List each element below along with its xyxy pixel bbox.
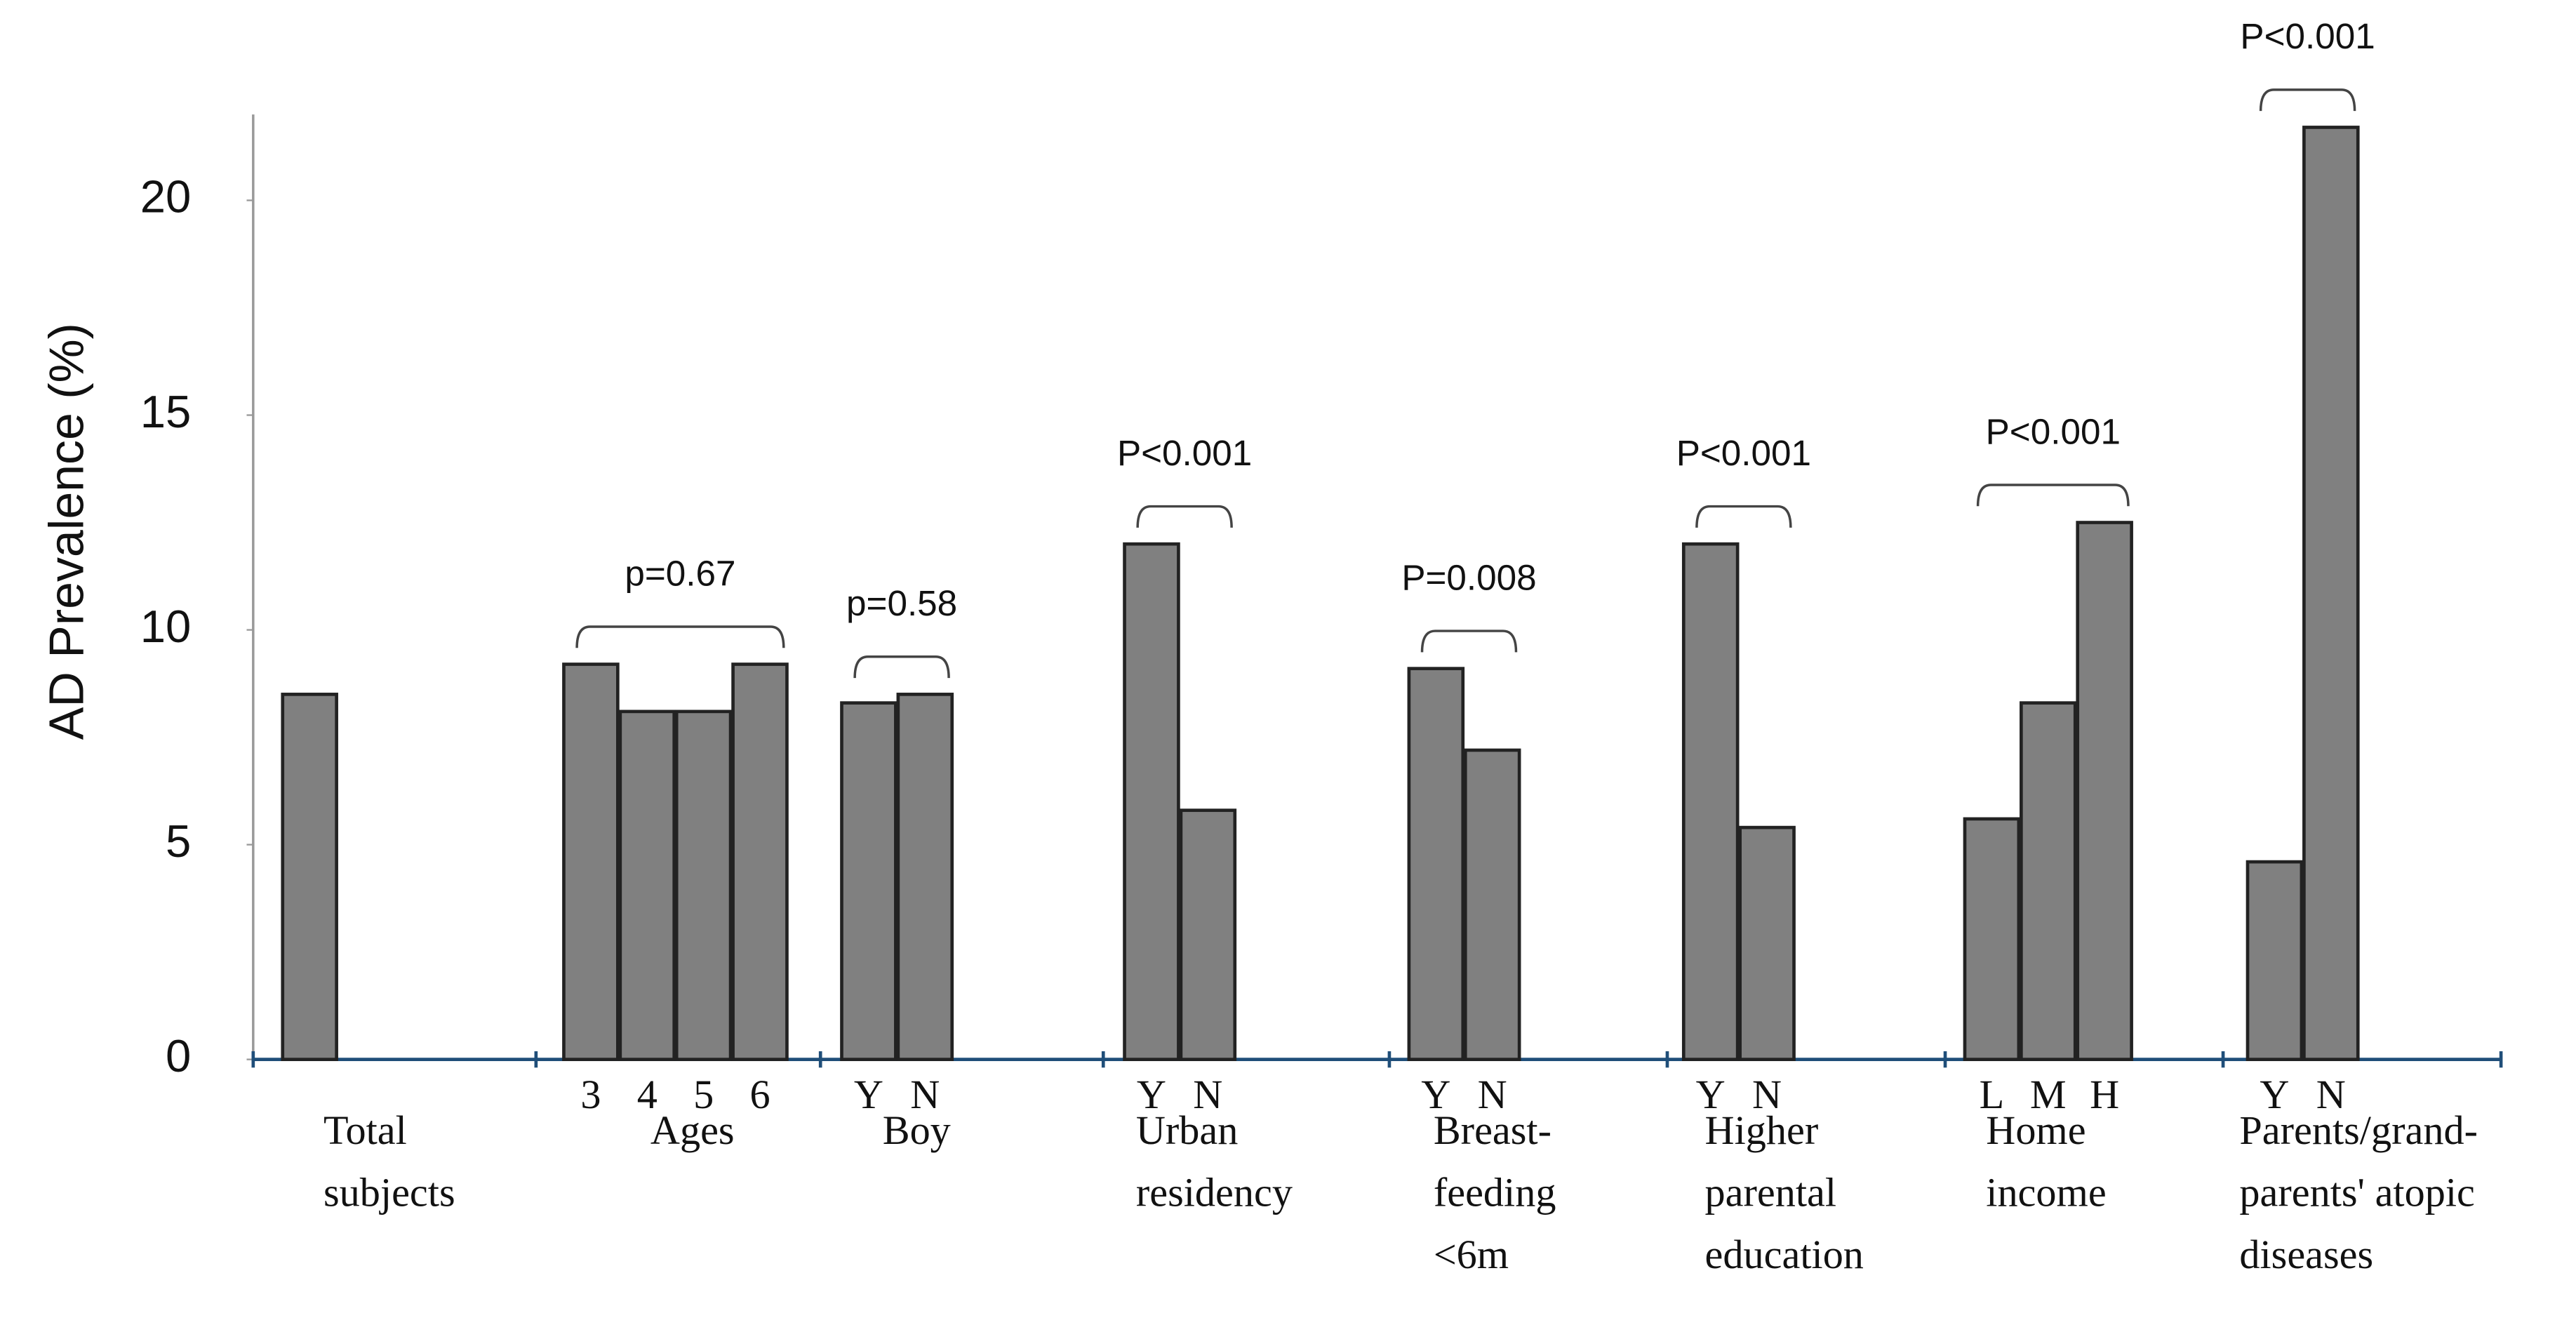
bar-label: N xyxy=(1478,1072,1507,1117)
bar xyxy=(1179,808,1237,1061)
bar-label: Y xyxy=(2260,1072,2289,1117)
y-tick-label: 5 xyxy=(166,815,191,867)
bar-label: 3 xyxy=(580,1072,601,1117)
bar-label: 6 xyxy=(749,1072,770,1117)
group-label: Breast- xyxy=(1434,1107,1551,1153)
group-label: income xyxy=(1986,1170,2106,1215)
group-label: feeding xyxy=(1434,1170,1556,1215)
bar-label: N xyxy=(1193,1072,1222,1117)
group-label: subjects xyxy=(323,1170,455,1215)
group-label: residency xyxy=(1136,1170,1293,1215)
bar-label: N xyxy=(2316,1072,2346,1117)
bar-label: N xyxy=(1752,1072,1782,1117)
group-label: Boy xyxy=(883,1107,951,1153)
bar xyxy=(2020,701,2077,1061)
bar-label: L xyxy=(1980,1072,2005,1117)
group-label: parents' atopic xyxy=(2239,1170,2475,1215)
bar xyxy=(1963,817,2021,1061)
p-value: P<0.001 xyxy=(2240,16,2375,56)
bar xyxy=(840,701,897,1061)
y-tick-label: 0 xyxy=(166,1030,191,1081)
group-label: Higher xyxy=(1705,1107,1819,1153)
p-value: P=0.008 xyxy=(1401,557,1536,597)
p-value: P<0.001 xyxy=(1676,433,1811,473)
p-value: P<0.001 xyxy=(1117,433,1252,473)
bar-label: Y xyxy=(1421,1072,1450,1117)
bar-label: 4 xyxy=(637,1072,658,1117)
p-value: p=0.58 xyxy=(846,583,957,623)
bar-label: H xyxy=(2090,1072,2119,1117)
significance-bracket xyxy=(1136,505,1233,528)
bar-label: N xyxy=(910,1072,940,1117)
bar-label: Y xyxy=(1137,1072,1166,1117)
group-label: parental xyxy=(1705,1170,1837,1215)
group-label: Urban xyxy=(1136,1107,1239,1153)
bar xyxy=(731,662,789,1061)
bar xyxy=(562,662,620,1061)
bar xyxy=(2245,860,2304,1061)
group-label: diseases xyxy=(2239,1232,2373,1277)
bar xyxy=(1738,825,1796,1061)
group-label: Parents/grand- xyxy=(2239,1107,2478,1153)
bar xyxy=(896,693,954,1061)
bar xyxy=(1681,542,1740,1061)
significance-bracket xyxy=(853,655,950,679)
group-label: Home xyxy=(1986,1107,2086,1153)
y-tick-label: 10 xyxy=(140,601,192,652)
bar-label: Y xyxy=(1696,1072,1726,1117)
significance-bracket xyxy=(1695,505,1792,528)
group-label: Ages xyxy=(650,1107,735,1153)
p-value: P<0.001 xyxy=(1986,411,2121,451)
bar-label: 5 xyxy=(693,1072,714,1117)
y-tick-label: 20 xyxy=(140,171,192,222)
bar xyxy=(618,710,676,1061)
significance-bracket xyxy=(575,625,785,648)
significance-bracket xyxy=(1976,484,2130,507)
bar xyxy=(1463,748,1521,1061)
group-label: <6m xyxy=(1434,1232,1509,1277)
significance-bracket xyxy=(2259,88,2356,112)
y-axis-label: AD Prevalence (%) xyxy=(39,323,93,740)
bar xyxy=(2076,521,2133,1061)
bar xyxy=(281,693,338,1061)
significance-bracket xyxy=(1420,629,1518,653)
bar-label: Y xyxy=(854,1072,883,1117)
bar xyxy=(2302,126,2360,1061)
p-value: p=0.67 xyxy=(625,553,735,593)
bar xyxy=(674,710,733,1061)
bar-label: M xyxy=(2030,1072,2067,1117)
bar xyxy=(1407,667,1465,1061)
group-label: Total xyxy=(323,1107,407,1153)
bar xyxy=(1123,542,1180,1061)
group-label: education xyxy=(1705,1232,1864,1277)
y-tick-label: 15 xyxy=(140,386,192,437)
